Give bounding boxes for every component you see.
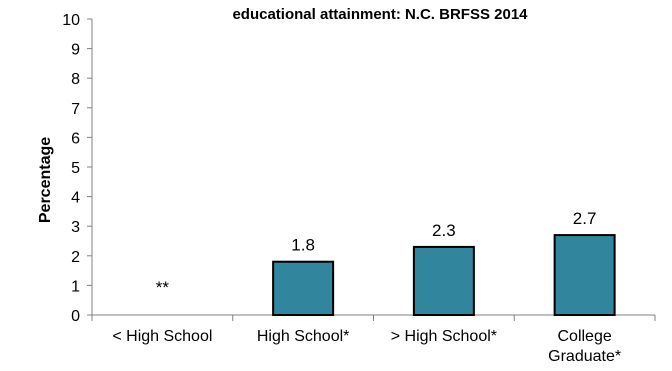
bars [272, 234, 616, 316]
y-tick-label: 1 [71, 278, 80, 295]
x-tick-label: High School* [257, 328, 350, 345]
x-tick-label: > High School* [391, 328, 497, 345]
x-tick-label: College Graduate* [548, 328, 621, 365]
bar [412, 245, 475, 316]
data-label: 2.3 [432, 221, 456, 240]
bar [553, 234, 616, 316]
data-labels: ** 1.8 2.3 2.7 [156, 209, 597, 297]
data-label: 1.8 [291, 236, 315, 255]
y-tick-label: 2 [71, 249, 80, 266]
y-tick-label: 3 [71, 219, 80, 236]
y-tick-label: 8 [71, 71, 80, 88]
y-tick-label: 7 [71, 101, 80, 118]
axes: 0 1 2 3 4 5 6 7 8 9 10 < High School High School* > H… [62, 12, 656, 365]
y-tick-label: 10 [62, 12, 80, 29]
y-axis-label: Percentage [37, 137, 54, 223]
bar [272, 260, 335, 316]
y-tick-label: 6 [71, 130, 80, 147]
y-tick-label: 4 [71, 190, 80, 207]
y-tick-label: 5 [71, 160, 80, 177]
x-tick-label: < High School [112, 328, 212, 345]
y-tick-label: 9 [71, 42, 80, 59]
data-label: ** [156, 278, 170, 297]
data-label: 2.7 [573, 209, 597, 228]
y-tick-label: 0 [71, 308, 80, 325]
chart-title: educational attainment: N.C. BRFSS 2014 [232, 6, 528, 23]
